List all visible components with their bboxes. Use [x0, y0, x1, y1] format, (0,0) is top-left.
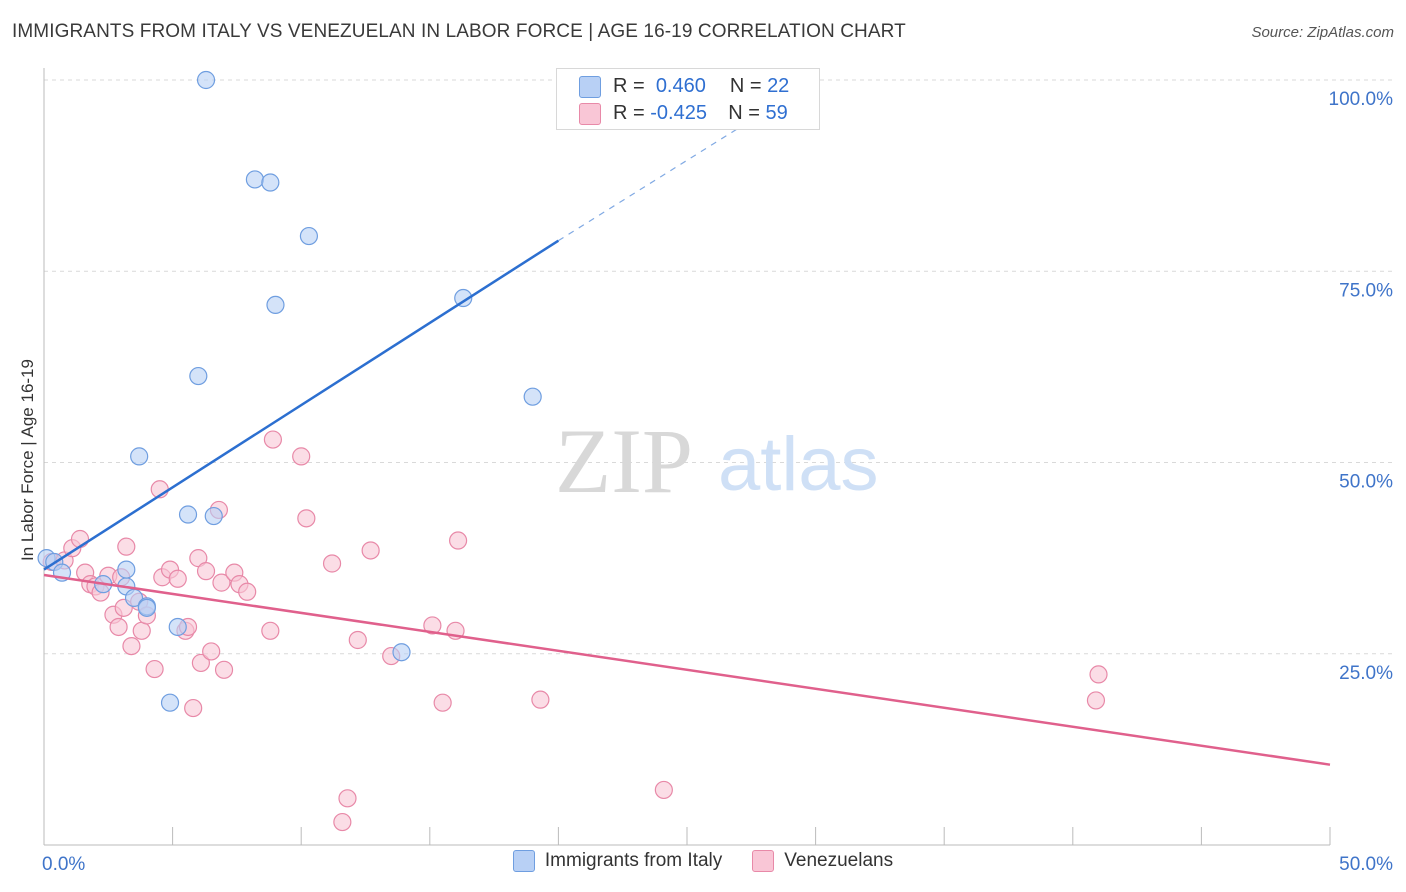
stats-legend: R = 0.460 N = 22 R = -0.425 N = 59: [556, 68, 820, 130]
y-tick-label: 100.0%: [1329, 89, 1394, 110]
venezuelan-point: [214, 660, 234, 679]
stats-row-italy: R = 0.460 N = 22: [579, 75, 789, 98]
watermark: ZIP atlas: [555, 410, 879, 512]
italy-legend-swatch: [512, 850, 535, 872]
legend-item-venezuelans[interactable]: Venezuelans: [752, 850, 893, 872]
italy-swatch: [579, 75, 601, 98]
y-tick-label: 75.0%: [1339, 280, 1393, 301]
y-tick-label: 50.0%: [1339, 472, 1393, 493]
watermark-zip: ZIP: [555, 410, 693, 512]
legend-label-venezuelans: Venezuelans: [784, 850, 894, 871]
italy-trend-line: [43, 239, 560, 571]
venezuelan-point: [423, 616, 442, 635]
r-value: -0.425: [650, 102, 707, 124]
italy-point: [261, 173, 280, 192]
data-points: [37, 70, 1108, 832]
italy-point: [204, 506, 223, 526]
grid-lines: [44, 79, 1392, 655]
italy-point: [392, 643, 411, 662]
venezuelan-point: [196, 562, 216, 581]
venezuelan-point: [292, 447, 311, 466]
venezuelan-point: [1089, 665, 1108, 684]
venezuelan-point: [191, 653, 210, 673]
stats-row-venezuelans: R = -0.425 N = 59: [579, 102, 788, 125]
venezuelan-point: [531, 690, 550, 709]
italy-point: [299, 226, 319, 246]
venezuelan-point: [348, 630, 367, 650]
venezuelan-point: [654, 780, 673, 800]
italy-point: [160, 693, 180, 712]
watermark-atlas: atlas: [718, 422, 879, 507]
venezuelan-point: [168, 569, 187, 588]
venezuelan-point: [122, 636, 141, 656]
venezuelan-point: [433, 693, 452, 712]
y-axis-label: In Labor Force | Age 16-19: [18, 359, 37, 561]
italy-point: [196, 70, 216, 90]
venezuelan-point: [322, 554, 342, 573]
x-tick-label: 0.0%: [42, 854, 85, 875]
venezuelan-point: [109, 617, 128, 637]
venezuelan-point: [117, 537, 136, 556]
source-label: Source: ZipAtlas.com: [1251, 24, 1394, 41]
venezuelan-point: [338, 789, 357, 808]
venezuelan-point: [297, 509, 316, 528]
venezuelan-point: [202, 642, 221, 661]
italy-point: [245, 170, 265, 189]
venezuelan-point: [132, 621, 151, 640]
n-label: N =: [729, 75, 762, 97]
r-label: R =: [613, 102, 645, 124]
x-tick-label: 50.0%: [1339, 854, 1393, 875]
italy-point: [189, 366, 208, 386]
italy-point: [168, 617, 187, 637]
legend-label-italy: Immigrants from Italy: [544, 850, 723, 871]
venezuelan-point: [184, 698, 203, 718]
venezuelan-point: [1086, 691, 1106, 710]
venezuelan-trend-line: [43, 573, 1331, 766]
venezuelan-point: [145, 659, 164, 679]
italy-point: [130, 447, 149, 466]
italy-point: [178, 505, 198, 524]
venezuelans-legend-swatch: [752, 850, 775, 872]
venezuelan-point: [212, 573, 231, 592]
n-value: 22: [767, 75, 790, 97]
italy-point: [523, 387, 542, 406]
venezuelan-point: [448, 531, 468, 550]
venezuelans-swatch: [579, 102, 601, 125]
legend-item-italy[interactable]: Immigrants from Italy: [512, 850, 723, 872]
n-value: 59: [765, 102, 788, 124]
axes: [43, 68, 1331, 846]
venezuelan-point: [70, 529, 90, 549]
r-label: R =: [613, 75, 645, 97]
venezuelan-point: [263, 430, 283, 449]
y-tick-label: 25.0%: [1339, 663, 1393, 684]
series-legend: Immigrants from Italy Venezuelans: [0, 850, 1406, 872]
venezuelan-point: [361, 541, 380, 560]
italy-point: [137, 598, 156, 617]
italy-point: [117, 560, 136, 579]
tick-labels: 100.0% 75.0% 50.0% 25.0% 0.0% 50.0%: [42, 89, 1393, 875]
venezuelan-point: [261, 621, 280, 640]
italy-point: [266, 295, 285, 315]
italy-point: [454, 288, 473, 308]
chart-title: IMMIGRANTS FROM ITALY VS VENEZUELAN IN L…: [12, 21, 906, 42]
n-label: N =: [728, 102, 760, 124]
venezuelan-point: [238, 582, 257, 601]
r-value: 0.460: [655, 75, 706, 97]
venezuelan-point: [333, 812, 352, 832]
